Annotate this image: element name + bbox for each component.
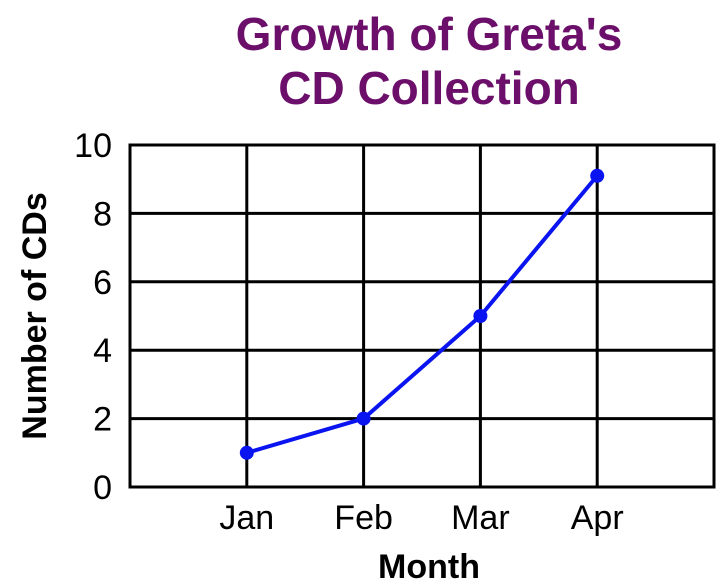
- x-tick-label: Feb: [334, 499, 393, 537]
- x-tick-label: Jan: [219, 499, 274, 537]
- x-tick-label: Mar: [451, 499, 510, 537]
- y-tick-label: 0: [93, 469, 112, 507]
- plot-frame: [128, 143, 716, 489]
- chart-title: Growth of Greta's CD Collection: [236, 8, 623, 114]
- y-tick-label: 2: [93, 401, 112, 439]
- series-line: [244, 173, 600, 455]
- chart-title-line-2: CD Collection: [278, 62, 580, 114]
- x-axis-label: Month: [378, 548, 480, 582]
- y-axis-label: Number of CDs: [16, 192, 54, 439]
- data-series: [239, 168, 605, 460]
- x-tick-label: Apr: [571, 499, 624, 537]
- data-point: [473, 309, 488, 323]
- y-tick-label: 6: [93, 264, 112, 302]
- chart-title-line-1: Growth of Greta's: [236, 8, 623, 60]
- data-point: [356, 411, 371, 426]
- y-tick-label: 8: [93, 195, 112, 233]
- y-tick-label: 4: [93, 332, 112, 370]
- y-tick-label: 10: [74, 127, 112, 165]
- y-axis-ticks: 0 2 4 6 8 10: [74, 127, 112, 507]
- data-point: [590, 168, 605, 183]
- data-point: [239, 445, 254, 460]
- x-axis-ticks: Jan Feb Mar Apr: [219, 499, 623, 537]
- plot-grid: [128, 143, 716, 489]
